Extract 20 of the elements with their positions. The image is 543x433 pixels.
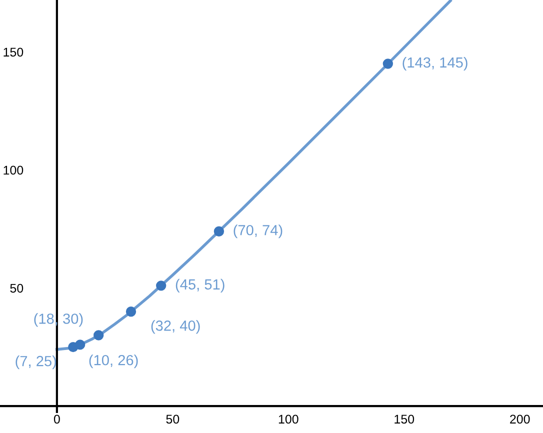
x-tick-label: 150 xyxy=(394,414,414,424)
annotation: (70, 74) xyxy=(234,224,282,238)
annotation: (45, 51) xyxy=(176,278,224,292)
point xyxy=(74,340,86,350)
annotation: (143, 145) xyxy=(402,56,468,71)
annotation: (7, 25) xyxy=(16,356,56,370)
point xyxy=(214,226,224,236)
point xyxy=(156,280,166,291)
x-tick-label: 100 xyxy=(278,414,298,424)
y-tick-label: 50 xyxy=(10,284,24,293)
point xyxy=(126,306,136,317)
annotation: (32, 40) xyxy=(151,320,200,334)
x-tick-label: 0 xyxy=(54,414,60,424)
point xyxy=(94,330,104,340)
x-tick-label: 200 xyxy=(510,414,530,424)
annotation: (10, 26) xyxy=(89,354,138,368)
point xyxy=(382,58,394,69)
y-tick-label: 150 xyxy=(4,48,24,57)
x-tick-label: 50 xyxy=(166,414,180,424)
y-tick-label: 100 xyxy=(4,166,24,175)
